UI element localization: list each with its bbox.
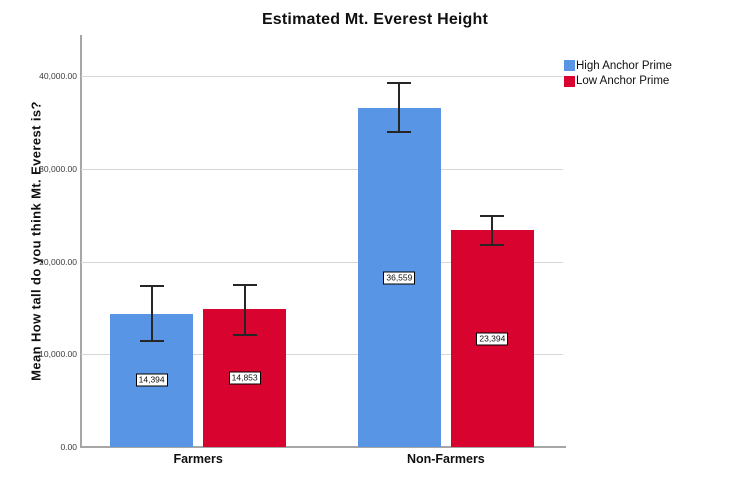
y-tick-label: 0.00 [60, 442, 77, 452]
error-bar-cap [387, 82, 412, 85]
error-bar [150, 285, 153, 341]
chart-title: Estimated Mt. Everest Height [261, 11, 489, 28]
error-bar-cap [139, 284, 164, 287]
x-category-label: Non-Farmers [406, 452, 485, 466]
legend-item: High Anchor Prime [564, 58, 672, 74]
gridline [81, 354, 563, 356]
y-tick-label: 10,000.00 [39, 349, 77, 360]
legend: High Anchor Prime Low Anchor Prime [564, 58, 672, 89]
x-category-label: Farmers [173, 452, 223, 466]
legend-label: High Anchor Prime [576, 59, 672, 72]
legend-item: Low Anchor Prime [564, 74, 672, 90]
error-bar [398, 83, 401, 133]
bar-value-label: 14,394 [135, 373, 168, 387]
error-bar-cap [387, 131, 412, 134]
bar-value-label: 36,559 [383, 271, 416, 285]
gridline [81, 76, 563, 78]
bar-value-label: 14,853 [228, 371, 261, 385]
error-bar [491, 215, 494, 245]
y-axis-line [80, 35, 82, 448]
error-bar-cap [480, 214, 505, 217]
error-bar-cap [232, 333, 257, 336]
x-axis-line [80, 446, 566, 448]
error-bar-cap [480, 243, 505, 246]
error-bar-cap [139, 339, 164, 342]
plot-area: 14,394 14,853 36,559 23,394 [81, 35, 563, 447]
legend-label: Low Anchor Prime [576, 75, 670, 88]
y-axis-title: Mean How tall do you think Mt. Everest i… [28, 101, 44, 381]
y-tick-label: 20,000.00 [39, 256, 77, 267]
y-tick-label: 40,000.00 [39, 71, 77, 82]
legend-swatch [564, 60, 575, 72]
bar-value-label: 23,394 [476, 332, 509, 346]
legend-swatch [564, 75, 575, 87]
y-tick-label: 30,000.00 [39, 163, 77, 174]
gridline [81, 261, 563, 263]
error-bar-cap [232, 283, 257, 286]
gridline [81, 168, 563, 170]
error-bar [243, 284, 246, 335]
